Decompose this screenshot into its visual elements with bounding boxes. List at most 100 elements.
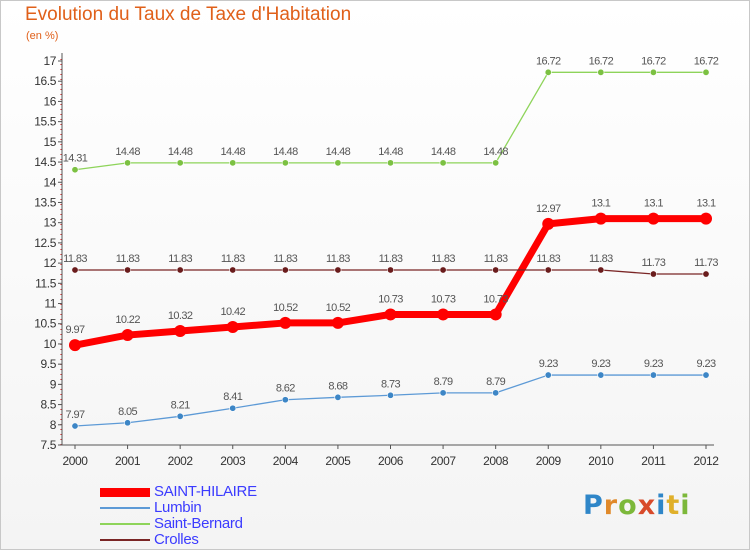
x-tick-label: 2004 — [273, 454, 299, 468]
y-tick-label: 16 — [43, 94, 56, 108]
data-label-saint-bernard: 14.48 — [326, 146, 351, 158]
data-label-saint-hilaire: 13.1 — [644, 198, 663, 210]
y-tick-label: 14 — [43, 175, 56, 189]
data-label-saint-hilaire: 12.97 — [536, 203, 561, 215]
data-label-lumbin: 9.23 — [696, 358, 715, 370]
legend-item: Saint-Bernard — [100, 516, 320, 532]
data-label-crolles: 11.83 — [63, 253, 87, 265]
y-tick-label: 10 — [43, 337, 56, 351]
data-point-crolles — [597, 266, 605, 274]
data-label-crolles: 11.83 — [536, 253, 560, 265]
data-label-lumbin: 8.68 — [328, 380, 347, 392]
data-point-crolles — [229, 266, 237, 274]
y-tick-label: 14.5 — [34, 155, 56, 169]
x-tick-label: 2008 — [483, 454, 509, 468]
data-label-lumbin: 8.79 — [434, 376, 453, 388]
data-point-saint-bernard — [702, 68, 710, 76]
data-label-lumbin: 8.41 — [223, 391, 242, 403]
data-label-saint-bernard: 14.48 — [220, 146, 245, 158]
data-point-saint-hilaire — [437, 308, 450, 321]
data-point-crolles — [71, 266, 79, 274]
data-point-saint-bernard — [71, 166, 79, 174]
data-label-lumbin: 9.23 — [591, 358, 610, 370]
data-label-lumbin: 8.79 — [486, 376, 505, 388]
data-label-crolles: 11.83 — [431, 253, 455, 265]
legend-swatch — [100, 487, 150, 497]
y-tick-label: 8 — [50, 418, 57, 432]
x-tick-label: 2011 — [641, 454, 666, 468]
x-tick-label: 2005 — [325, 454, 351, 468]
x-tick-label: 2007 — [431, 454, 457, 468]
data-label-saint-hilaire: 10.52 — [273, 302, 298, 314]
data-point-lumbin — [597, 371, 605, 379]
data-point-lumbin — [544, 371, 552, 379]
y-axis-unit-label: (en %) — [26, 30, 59, 42]
data-point-saint-bernard — [124, 159, 132, 167]
data-point-lumbin — [176, 412, 184, 420]
data-point-saint-bernard — [649, 68, 657, 76]
data-label-crolles: 11.83 — [273, 253, 297, 265]
legend-label: SAINT-HILAIRE — [154, 483, 257, 500]
data-point-crolles — [124, 266, 132, 274]
data-point-saint-hilaire — [594, 212, 607, 225]
data-point-lumbin — [281, 396, 289, 404]
logo-letter: i — [656, 490, 667, 521]
y-tick-label: 13.5 — [34, 195, 56, 209]
data-point-lumbin — [229, 404, 237, 412]
y-tick-label: 11 — [44, 297, 56, 311]
data-label-saint-hilaire: 13.1 — [696, 198, 715, 210]
data-label-saint-bernard: 14.48 — [378, 146, 403, 158]
data-label-lumbin: 8.62 — [276, 383, 295, 395]
data-point-saint-bernard — [492, 159, 500, 167]
y-tick-label: 15 — [43, 135, 56, 149]
data-point-lumbin — [649, 371, 657, 379]
data-point-lumbin — [124, 419, 132, 427]
data-label-saint-bernard: 16.72 — [641, 55, 666, 67]
data-label-crolles: 11.83 — [168, 253, 192, 265]
data-label-saint-bernard: 14.48 — [273, 146, 298, 158]
legend-label: Lumbin — [154, 499, 202, 516]
data-point-crolles — [439, 266, 447, 274]
x-tick-label: 2002 — [168, 454, 194, 468]
data-label-saint-hilaire: 10.52 — [326, 302, 351, 314]
legend-item: Crolles — [100, 532, 320, 548]
x-tick-label: 2003 — [220, 454, 246, 468]
data-label-saint-hilaire: 10.42 — [220, 306, 245, 318]
logo-letter: i — [680, 490, 691, 521]
data-point-saint-hilaire — [489, 308, 502, 321]
data-point-saint-hilaire — [69, 339, 81, 352]
data-point-saint-bernard — [281, 159, 289, 167]
x-tick-label: 2006 — [378, 454, 404, 468]
data-label-saint-hilaire: 10.73 — [483, 293, 508, 305]
data-point-crolles — [386, 266, 394, 274]
y-tick-label: 8.5 — [41, 398, 57, 412]
data-label-saint-bernard: 14.48 — [483, 146, 508, 158]
data-point-lumbin — [439, 389, 447, 397]
data-point-saint-hilaire — [647, 212, 660, 225]
y-tick-label: 12 — [43, 256, 56, 270]
data-label-lumbin: 9.23 — [644, 358, 663, 370]
data-point-lumbin — [492, 389, 500, 397]
data-label-saint-hilaire: 13.1 — [591, 198, 610, 210]
data-label-saint-bernard: 16.72 — [536, 55, 561, 67]
logo-letter: t — [666, 490, 681, 521]
data-label-crolles: 11.83 — [589, 253, 613, 265]
y-tick-label: 17 — [43, 54, 56, 68]
y-tick-label: 10.5 — [34, 317, 56, 331]
data-point-saint-bernard — [229, 159, 237, 167]
data-label-lumbin: 9.23 — [539, 358, 558, 370]
data-label-lumbin: 8.73 — [381, 378, 400, 390]
data-point-saint-hilaire — [384, 308, 397, 321]
legend-label: Crolles — [154, 531, 199, 548]
logo-letter: P — [583, 490, 604, 521]
data-point-saint-hilaire — [279, 316, 292, 329]
data-point-lumbin — [702, 371, 710, 379]
x-tick-label: 2000 — [62, 454, 88, 468]
data-point-saint-hilaire — [121, 329, 134, 342]
data-point-crolles — [649, 270, 657, 278]
data-label-crolles: 11.73 — [642, 257, 666, 269]
y-tick-label: 15.5 — [34, 115, 56, 129]
data-point-crolles — [334, 266, 342, 274]
data-label-crolles: 11.83 — [221, 253, 245, 265]
data-label-saint-bernard: 14.48 — [115, 146, 140, 158]
